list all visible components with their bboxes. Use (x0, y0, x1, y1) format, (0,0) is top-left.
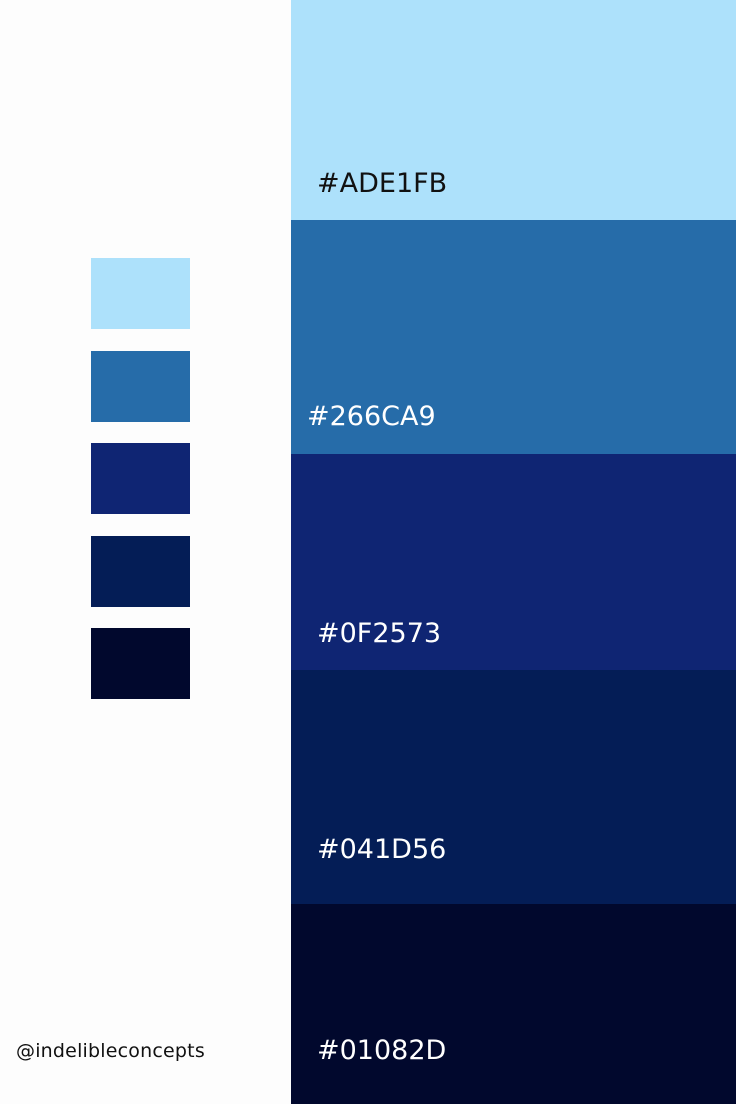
hex-label-4: #041D56 (317, 834, 447, 865)
color-band-2: #266CA9 (291, 220, 736, 454)
swatch-4 (91, 536, 190, 607)
swatch-2 (91, 351, 190, 422)
color-band-5: #01082D (291, 904, 736, 1104)
color-band-3: #0F2573 (291, 454, 736, 670)
author-handle: @indelibleconcepts (16, 1040, 205, 1062)
swatch-1 (91, 258, 190, 329)
hex-label-1: #ADE1FB (317, 168, 448, 199)
swatch-panel: @indelibleconcepts (0, 0, 291, 1104)
hex-label-3: #0F2573 (317, 618, 442, 649)
color-band-1: #ADE1FB (291, 0, 736, 220)
color-band-4: #041D56 (291, 670, 736, 904)
hex-label-2: #266CA9 (307, 401, 436, 432)
color-bands: #ADE1FB #266CA9 #0F2573 #041D56 #01082D (291, 0, 736, 1104)
swatch-5 (91, 628, 190, 699)
swatch-3 (91, 443, 190, 514)
hex-label-5: #01082D (317, 1035, 447, 1066)
